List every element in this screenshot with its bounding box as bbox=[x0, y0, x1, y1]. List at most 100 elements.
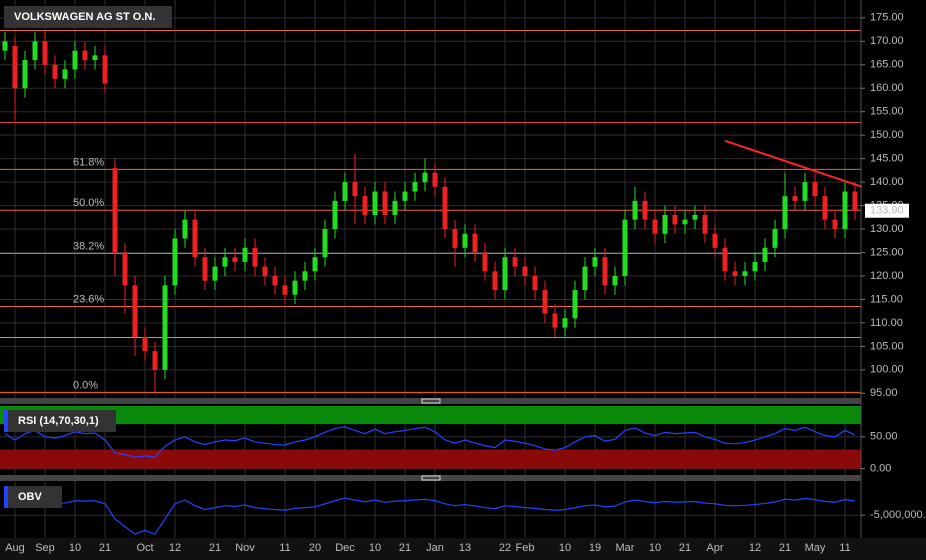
candle-body bbox=[262, 266, 268, 276]
candle-body bbox=[432, 172, 438, 187]
x-tick-label: Aug bbox=[5, 542, 25, 554]
candle-body bbox=[652, 219, 658, 234]
last-price-tag bbox=[865, 203, 909, 218]
panel-divider[interactable] bbox=[0, 398, 861, 404]
candle-body bbox=[822, 196, 828, 220]
candle-body bbox=[122, 252, 128, 286]
candle-body bbox=[42, 41, 48, 65]
candle-body bbox=[222, 257, 228, 267]
x-tick-label: Dec bbox=[335, 542, 355, 554]
candle-body bbox=[12, 45, 18, 89]
candle-body bbox=[672, 214, 678, 225]
candle-body bbox=[692, 214, 698, 220]
candle-body bbox=[232, 257, 238, 262]
rsi-title-box bbox=[4, 410, 116, 432]
y-tick-label: 155.00 bbox=[870, 106, 904, 118]
last-price-label: 133.90 bbox=[870, 205, 904, 217]
candle-body bbox=[532, 275, 538, 291]
y-tick-label: 175.00 bbox=[870, 12, 904, 24]
candle-body bbox=[412, 182, 418, 192]
x-tick-label: 11 bbox=[839, 542, 850, 554]
title-box bbox=[4, 6, 172, 28]
candle-body bbox=[152, 351, 158, 370]
candle-body bbox=[212, 266, 218, 281]
candle-body bbox=[812, 182, 818, 197]
candle-body bbox=[772, 229, 778, 248]
panel-divider[interactable] bbox=[0, 475, 861, 481]
candle-body bbox=[172, 238, 178, 286]
candle-body bbox=[732, 271, 738, 276]
x-tick-label: 19 bbox=[589, 542, 601, 554]
candle-body bbox=[92, 55, 98, 61]
candle-body bbox=[662, 214, 668, 234]
candle-body bbox=[752, 261, 758, 272]
chart-title: VOLKSWAGEN AG ST O.N. bbox=[14, 11, 155, 23]
candle-body bbox=[82, 50, 88, 61]
y-tick-label: 150.00 bbox=[870, 129, 904, 141]
candle-body bbox=[442, 186, 448, 230]
candle-body bbox=[282, 285, 288, 295]
overbought-zone bbox=[0, 406, 861, 425]
candle-body bbox=[462, 233, 468, 248]
candle-body bbox=[272, 275, 278, 286]
fib-label: 23.6% bbox=[73, 293, 104, 305]
candle-body bbox=[472, 233, 478, 253]
candle-body bbox=[612, 275, 618, 286]
candle-body bbox=[72, 50, 78, 70]
fib-label: 50.0% bbox=[73, 197, 104, 209]
divider-handle[interactable] bbox=[421, 398, 441, 404]
candle-body bbox=[452, 229, 458, 248]
candle-body bbox=[792, 196, 798, 201]
y-tick-label: 0.00 bbox=[870, 463, 891, 475]
x-tick-label: 21 bbox=[99, 542, 111, 554]
candle-body bbox=[832, 219, 838, 230]
candle-body bbox=[352, 182, 358, 197]
fib-label: 0.0% bbox=[73, 379, 98, 391]
candle-body bbox=[422, 172, 428, 183]
candle-body bbox=[192, 219, 198, 258]
x-tick-label: 20 bbox=[309, 542, 321, 554]
x-tick-label: Sep bbox=[35, 542, 55, 554]
trendline bbox=[724, 139, 863, 188]
x-tick-label: 22 bbox=[499, 542, 511, 554]
fib-label: 38.2% bbox=[73, 240, 104, 252]
x-tick-label: Mar bbox=[616, 542, 635, 554]
y-tick-label: 165.00 bbox=[870, 59, 904, 71]
rsi-title: RSI (14,70,30,1) bbox=[18, 415, 99, 427]
x-tick-label: 13 bbox=[459, 542, 471, 554]
y-tick-label: -5,000,000.00 bbox=[870, 509, 926, 521]
x-axis-band bbox=[0, 538, 926, 560]
candle-body bbox=[382, 191, 388, 215]
y-tick-label: 120.00 bbox=[870, 270, 904, 282]
y-tick-label: 160.00 bbox=[870, 82, 904, 94]
oversold-zone bbox=[0, 449, 861, 469]
candle-body bbox=[162, 285, 168, 370]
x-tick-label: Apr bbox=[706, 542, 723, 554]
y-tick-label: 115.00 bbox=[870, 293, 903, 305]
candle-body bbox=[802, 182, 808, 201]
candle-body bbox=[372, 191, 378, 215]
candle-body bbox=[22, 60, 28, 89]
y-tick-label: 110.00 bbox=[870, 317, 903, 329]
x-tick-label: 21 bbox=[779, 542, 791, 554]
candle-body bbox=[332, 200, 338, 230]
candle-body bbox=[542, 290, 548, 314]
candle-body bbox=[622, 219, 628, 276]
rsi-color-key bbox=[4, 410, 8, 432]
x-tick-label: 10 bbox=[649, 542, 661, 554]
candle-body bbox=[852, 191, 858, 211]
candle-body bbox=[142, 336, 148, 352]
candle-body bbox=[582, 266, 588, 291]
candle-body bbox=[552, 313, 558, 328]
candle-body bbox=[602, 257, 608, 286]
y-tick-label: 145.00 bbox=[870, 153, 904, 165]
x-tick-label: 21 bbox=[399, 542, 411, 554]
candle-body bbox=[322, 229, 328, 258]
candle-body bbox=[492, 271, 498, 291]
y-tick-label: 130.00 bbox=[870, 223, 904, 235]
candle-body bbox=[762, 247, 768, 262]
candle-body bbox=[102, 55, 108, 84]
divider-handle[interactable] bbox=[421, 475, 441, 481]
candle-body bbox=[362, 196, 368, 215]
